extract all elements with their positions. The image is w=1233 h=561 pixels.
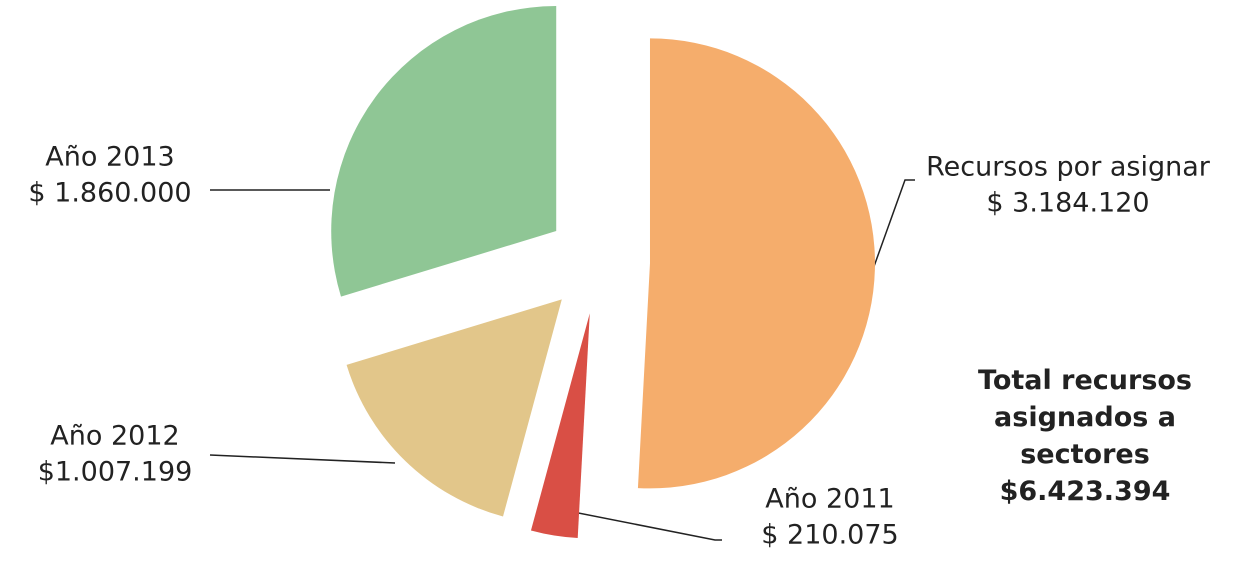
slice-label: Año 2011 xyxy=(765,484,894,515)
slice-label: Año 2013 xyxy=(45,142,174,173)
leader-line xyxy=(547,506,722,541)
slice-label: Recursos por asignar xyxy=(926,152,1211,183)
slice-value-label: $ 1.860.000 xyxy=(28,178,191,209)
pie-slice xyxy=(331,6,557,297)
slice-value-label: $ 210.075 xyxy=(761,520,898,551)
slice-label: Año 2012 xyxy=(50,421,179,452)
total-value: $6.423.394 xyxy=(999,476,1171,507)
slice-value-label: $ 3.184.120 xyxy=(986,188,1149,219)
slice-value-label: $1.007.199 xyxy=(38,457,193,488)
pie-slice xyxy=(530,313,590,539)
total-text: Total recursos asignados a sectores xyxy=(977,365,1193,470)
pie-slice xyxy=(637,38,875,489)
leader-line xyxy=(871,179,915,273)
leader-lines xyxy=(209,179,915,541)
pie-slice xyxy=(346,299,562,517)
leader-line xyxy=(209,454,396,464)
total-annotation: Total recursos asignados a sectores $6.4… xyxy=(960,362,1210,510)
